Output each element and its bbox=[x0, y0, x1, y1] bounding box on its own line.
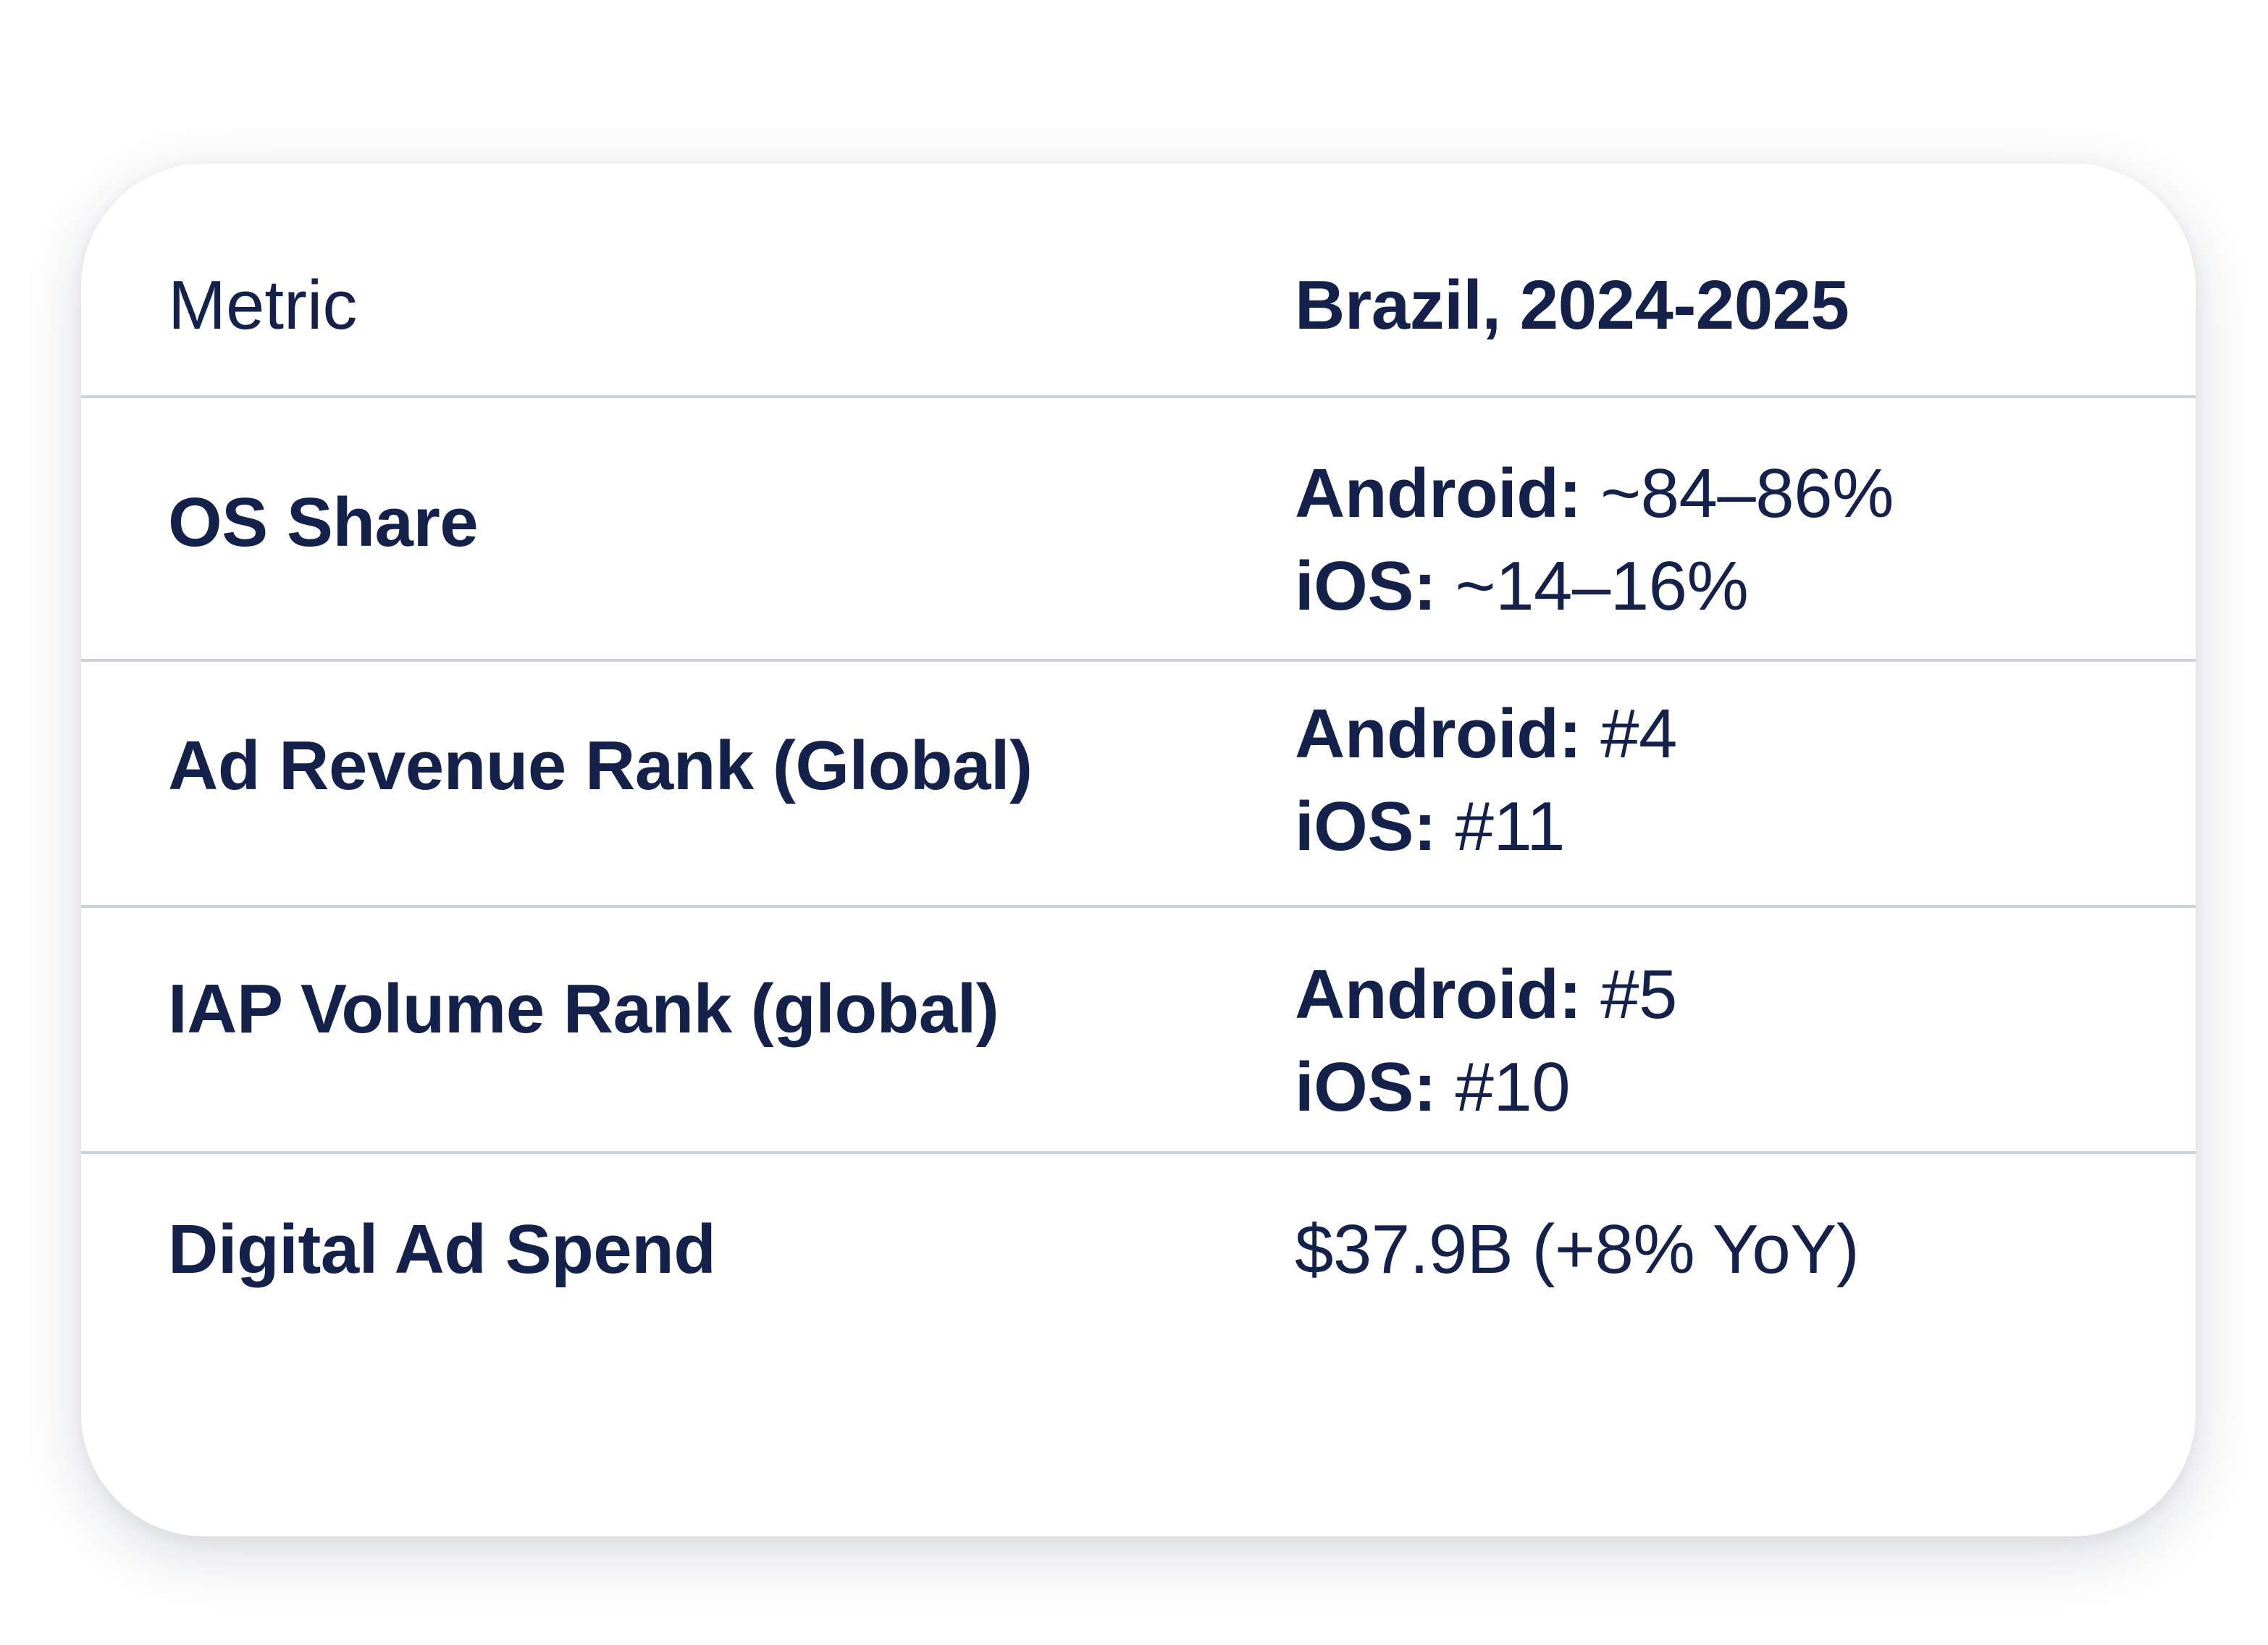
row-divider bbox=[81, 1151, 2196, 1154]
row-ad-revenue-metric: Ad Revenue Rank (Global) bbox=[168, 727, 1033, 804]
metrics-card: Metric Brazil, 2024-2025 OS Share Androi… bbox=[81, 164, 2196, 1536]
digital-ad-spend-amount: $37.9B (+8% YoY) bbox=[1295, 1211, 1860, 1288]
os-share-ios: iOS: ~14–16% bbox=[1295, 547, 1749, 625]
ad-revenue-ios: iOS: #11 bbox=[1295, 788, 1566, 865]
row-ad-revenue-value: Android: #4 iOS: #11 bbox=[1295, 688, 1677, 873]
header-metric: Metric bbox=[168, 266, 358, 344]
iap-volume-android: Android: #5 bbox=[1295, 956, 1677, 1033]
row-divider bbox=[81, 659, 2196, 662]
row-iap-volume-value: Android: #5 iOS: #10 bbox=[1295, 948, 1677, 1134]
header-value: Brazil, 2024-2025 bbox=[1295, 266, 1849, 344]
os-share-android: Android: ~84–86% bbox=[1295, 455, 1894, 532]
header-divider bbox=[81, 395, 2196, 398]
ad-revenue-android: Android: #4 bbox=[1295, 695, 1677, 773]
row-os-share-metric: OS Share bbox=[168, 484, 479, 561]
row-iap-volume-metric: IAP Volume Rank (global) bbox=[168, 970, 999, 1048]
iap-volume-ios: iOS: #10 bbox=[1295, 1048, 1571, 1126]
row-divider bbox=[81, 905, 2196, 908]
row-digital-ad-spend-metric: Digital Ad Spend bbox=[168, 1211, 716, 1288]
row-os-share-value: Android: ~84–86% iOS: ~14–16% bbox=[1295, 447, 1894, 633]
row-digital-ad-spend-value: $37.9B (+8% YoY) bbox=[1295, 1203, 1860, 1296]
